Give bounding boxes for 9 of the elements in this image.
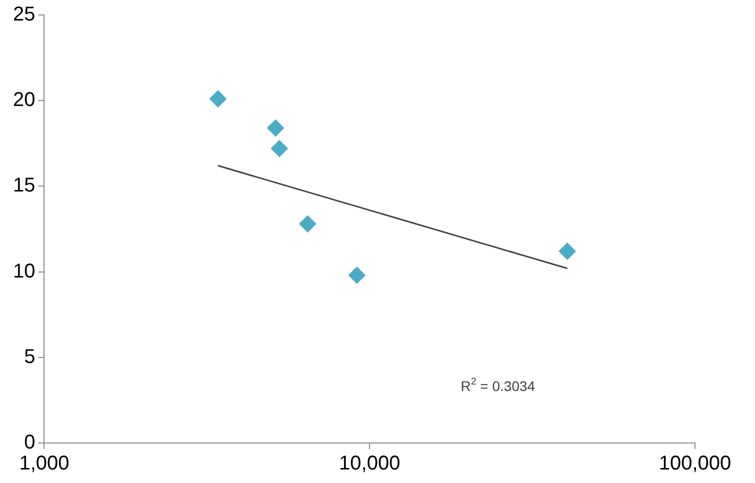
x-tick-label: 1,000 — [19, 452, 70, 475]
y-tick-label: 10 — [12, 260, 36, 282]
y-tick-label: 0 — [24, 432, 36, 454]
y-tick-label: 25 — [12, 4, 36, 26]
x-tick-label: 10,000 — [339, 452, 400, 475]
y-tick-label: 15 — [12, 174, 36, 197]
y-tick-label: 20 — [12, 89, 36, 112]
y-tick-label: 5 — [24, 346, 36, 368]
x-tick-label: 100,000 — [658, 452, 732, 475]
